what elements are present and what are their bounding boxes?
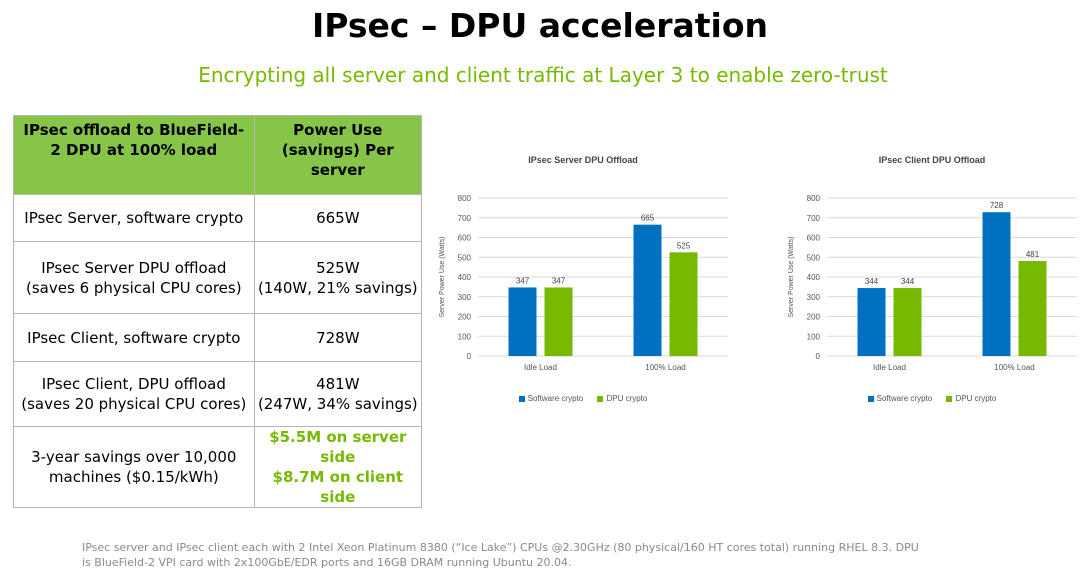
table-header-offload: IPsec offload to BlueField-2 DPU at 100%… (13, 115, 255, 195)
footnote: IPsec server and IPsec client each with … (82, 540, 982, 570)
y-tick-label: 500 (458, 253, 472, 262)
row-value-line2: (247W, 34% savings) (257, 395, 418, 413)
y-tick-label: 300 (807, 293, 821, 302)
row-label: IPsec Client, software crypto (13, 313, 255, 362)
chart-legend: Software crypto DPU crypto (433, 394, 733, 403)
slide-subtitle: Encrypting all server and client traffic… (198, 63, 888, 87)
bar-software-crypto (508, 287, 537, 356)
comparison-table: IPsec offload to BlueField-2 DPU at 100%… (13, 115, 423, 508)
row-label: IPsec Client, DPU offload (saves 20 phys… (13, 361, 255, 427)
legend-label: Software crypto (876, 394, 933, 403)
y-tick-label: 300 (458, 293, 472, 302)
row-value: 525W (140W, 21% savings) (253, 241, 423, 314)
x-tick-label: 100% Load (645, 363, 685, 372)
data-label: 347 (516, 276, 530, 285)
data-label: 344 (865, 277, 879, 286)
bar-software-crypto (633, 224, 662, 356)
y-tick-label: 400 (807, 273, 821, 282)
client-savings: $8.7M on client side (272, 468, 404, 506)
legend-dpu-crypto: DPU crypto (597, 394, 647, 403)
client-offload-plot: 0 100 200 300 400 500 600 700 800 Server Power Us… (788, 194, 1077, 372)
row-value-line2: (140W, 21% savings) (257, 278, 418, 297)
bar-dpu-crypto (1018, 261, 1047, 356)
table-header-row: IPsec offload to BlueField-2 DPU at 100%… (13, 115, 423, 195)
table-row: 3-year savings over 10,000 machines ($0.… (13, 426, 423, 508)
legend-label: Software crypto (527, 394, 584, 403)
y-tick-label: 700 (458, 214, 472, 223)
client-offload-chart: IPsec Client DPU Offload 0 100 200 300 400 50… (782, 150, 1080, 410)
footnote-line2: is BlueField-2 VPI card with 2x100GbE/ED… (82, 556, 572, 569)
y-tick-label: 400 (458, 273, 472, 282)
legend-swatch-software (518, 395, 525, 402)
server-offload-plot: 0 100 200 300 400 500 600 700 800 Server Power Us… (439, 194, 728, 372)
row-label-line2: (saves 6 physical CPU cores) (26, 278, 242, 297)
bar-dpu-crypto (669, 252, 698, 356)
y-tick-label: 200 (807, 313, 821, 322)
legend-swatch-dpu (946, 395, 953, 402)
table-row: IPsec Client, software crypto 728W (13, 313, 423, 362)
bar-dpu-crypto (544, 287, 573, 356)
chart-title: IPsec Server DPU Offload (528, 155, 638, 165)
legend-software-crypto: Software crypto (518, 394, 584, 403)
data-label: 665 (641, 214, 655, 223)
legend-swatch-dpu (597, 395, 604, 402)
row-label-line1: IPsec Server DPU offload (41, 258, 227, 277)
y-tick-label: 100 (807, 332, 821, 341)
table-row: IPsec Client, DPU offload (saves 20 phys… (13, 361, 423, 427)
legend-label: DPU crypto (955, 394, 997, 403)
y-tick-label: 600 (807, 234, 821, 243)
y-tick-label: 0 (816, 352, 821, 361)
table-row: IPsec Server, software crypto 665W (13, 194, 423, 242)
row-value-line1: 481W (316, 375, 360, 393)
bar-dpu-crypto (893, 288, 922, 356)
legend-dpu-crypto: DPU crypto (946, 394, 996, 403)
table-row: IPsec Server DPU offload (saves 6 physic… (13, 241, 423, 314)
y-tick-label: 500 (807, 253, 821, 262)
y-tick-label: 0 (467, 352, 472, 361)
row-value: $5.5M on server side $8.7M on client sid… (253, 426, 423, 508)
x-tick-label: 100% Load (994, 363, 1034, 372)
y-axis-label: Server Power Use (Watts) (439, 236, 446, 317)
chart-legend: Software crypto DPU crypto (782, 394, 1080, 403)
data-label: 347 (552, 276, 566, 285)
data-label: 344 (901, 277, 915, 286)
bar-software-crypto (857, 288, 886, 356)
row-label-line2: machines ($0.15/kWh) (48, 468, 219, 486)
legend-label: DPU crypto (606, 394, 648, 403)
y-tick-label: 700 (807, 214, 821, 223)
data-label: 525 (677, 241, 691, 250)
x-tick-label: Idle Load (873, 363, 906, 372)
legend-swatch-software (867, 395, 874, 402)
row-value-line1: 525W (316, 258, 360, 277)
row-label: IPsec Server, software crypto (13, 194, 255, 242)
legend-software-crypto: Software crypto (867, 394, 933, 403)
row-value: 481W (247W, 34% savings) (253, 361, 423, 427)
data-label: 481 (1026, 250, 1040, 259)
y-tick-label: 800 (458, 194, 472, 203)
table-header-power-text: Power Use (savings) Per server (281, 121, 394, 179)
row-label-line1: 3-year savings over 10,000 (31, 448, 237, 466)
row-value: 665W (253, 194, 423, 242)
row-label-line2: (saves 20 physical CPU cores) (21, 395, 247, 413)
server-savings: $5.5M on server side (269, 428, 407, 466)
y-tick-label: 200 (458, 313, 472, 322)
y-axis-label: Server Power Use (Watts) (788, 236, 795, 317)
table-header-offload-text: IPsec offload to BlueField-2 DPU at 100%… (23, 121, 245, 159)
table-header-power: Power Use (savings) Per server (253, 115, 423, 195)
row-value: 728W (253, 313, 423, 362)
slide-title: IPsec – DPU acceleration (311, 6, 769, 45)
bar-software-crypto (982, 212, 1011, 356)
y-tick-label: 100 (458, 332, 472, 341)
server-offload-chart: IPsec Server DPU Offload 0 100 200 300 400 50… (433, 150, 733, 410)
row-label-line1: IPsec Client, DPU offload (41, 375, 226, 393)
x-tick-label: Idle Load (524, 363, 557, 372)
y-tick-label: 600 (458, 234, 472, 243)
row-label: 3-year savings over 10,000 machines ($0.… (13, 426, 255, 508)
row-label: IPsec Server DPU offload (saves 6 physic… (13, 241, 255, 314)
chart-title: IPsec Client DPU Offload (878, 155, 986, 165)
y-tick-label: 800 (807, 194, 821, 203)
data-label: 728 (990, 201, 1004, 210)
footnote-line1: IPsec server and IPsec client each with … (82, 541, 919, 554)
